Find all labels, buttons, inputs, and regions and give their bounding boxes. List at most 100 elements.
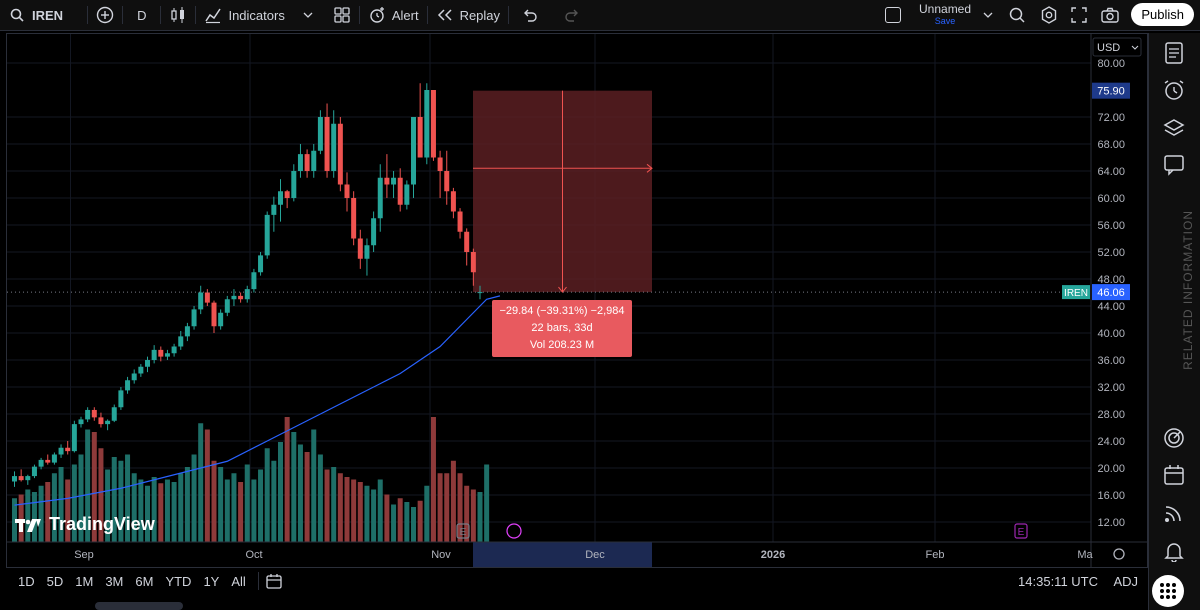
earnings-event-icon[interactable]: [1014, 523, 1028, 539]
symbol-search[interactable]: IREN: [0, 0, 71, 30]
candle-body[interactable]: [284, 191, 290, 198]
candle-body[interactable]: [424, 90, 430, 158]
alert-button[interactable]: Alert: [360, 0, 427, 30]
candle-body[interactable]: [211, 302, 217, 327]
candle-body[interactable]: [151, 349, 157, 360]
candle-body[interactable]: [337, 123, 343, 185]
snapshot-button[interactable]: [1093, 0, 1127, 30]
candle-body[interactable]: [470, 252, 476, 273]
candle-body[interactable]: [258, 255, 264, 273]
candle-body[interactable]: [238, 295, 244, 300]
broadcast-icon[interactable]: [1162, 501, 1186, 525]
range-button-1d[interactable]: 1D: [18, 573, 35, 589]
publish-button[interactable]: Publish: [1131, 3, 1194, 26]
candle-body[interactable]: [271, 204, 277, 215]
alarm-clock-icon[interactable]: [1162, 78, 1186, 102]
candle-body[interactable]: [105, 420, 111, 425]
candle-body[interactable]: [357, 238, 363, 259]
layouts-button[interactable]: [325, 0, 359, 30]
candle-body[interactable]: [377, 177, 383, 219]
candle-body[interactable]: [411, 117, 416, 185]
candle-body[interactable]: [317, 117, 323, 151]
candle-body[interactable]: [344, 184, 350, 199]
earnings-past-icon[interactable]: [456, 523, 470, 539]
candle-body[interactable]: [12, 476, 17, 482]
candle-body[interactable]: [224, 299, 230, 313]
candle-body[interactable]: [45, 459, 51, 463]
candle-body[interactable]: [25, 476, 31, 481]
candle-body[interactable]: [58, 447, 64, 455]
redo-button[interactable]: [551, 0, 593, 30]
chart-type-button[interactable]: [161, 0, 195, 30]
candle-body[interactable]: [131, 373, 137, 381]
candle-body[interactable]: [297, 154, 303, 171]
calendar-icon[interactable]: [1162, 463, 1186, 487]
range-button-1m[interactable]: 1M: [75, 573, 94, 589]
chart-pane[interactable]: E E 80.00 72.00 68.00 64.00 60.00 56.00 52.00 48.…: [6, 33, 1148, 568]
candle-body[interactable]: [331, 123, 337, 171]
candle-body[interactable]: [125, 380, 131, 391]
target-icon[interactable]: [1162, 426, 1186, 450]
candle-body[interactable]: [145, 360, 150, 367]
candle-body[interactable]: [450, 191, 456, 212]
undo-button[interactable]: [509, 0, 551, 30]
candle-body[interactable]: [244, 289, 250, 300]
candle-body[interactable]: [417, 117, 423, 158]
candle-body[interactable]: [231, 295, 237, 300]
settings-button[interactable]: [1032, 0, 1066, 30]
candle-body[interactable]: [397, 177, 403, 205]
candle-body[interactable]: [464, 231, 470, 252]
range-button-5d[interactable]: 5D: [46, 573, 64, 589]
candle-body[interactable]: [38, 459, 44, 467]
candle-body[interactable]: [191, 309, 197, 327]
chat-icon[interactable]: [1162, 153, 1186, 177]
candle-body[interactable]: [158, 349, 164, 357]
candle-body[interactable]: [18, 476, 24, 481]
candle-body[interactable]: [164, 353, 170, 357]
candle-body[interactable]: [324, 117, 330, 171]
candle-body[interactable]: [118, 390, 124, 408]
candle-body[interactable]: [391, 177, 397, 185]
flash-event-icon[interactable]: [506, 523, 522, 539]
candle-body[interactable]: [444, 171, 450, 192]
candle-body[interactable]: [311, 150, 317, 171]
candle-body[interactable]: [430, 90, 436, 158]
replay-button[interactable]: Replay: [428, 0, 508, 30]
candle-body[interactable]: [111, 407, 117, 421]
candle-body[interactable]: [184, 326, 190, 337]
candle-body[interactable]: [138, 366, 144, 374]
candle-body[interactable]: [251, 272, 257, 290]
candle-body[interactable]: [291, 171, 297, 198]
candle-body[interactable]: [404, 184, 410, 205]
candle-body[interactable]: [204, 292, 210, 303]
candle-body[interactable]: [78, 419, 84, 425]
chevron-down-icon[interactable]: [299, 6, 317, 24]
compare-button[interactable]: [88, 0, 122, 30]
candle-body[interactable]: [371, 218, 377, 246]
related-information-label[interactable]: RELATED INFORMATION: [1181, 210, 1195, 370]
candle-body[interactable]: [98, 417, 104, 425]
candle-body[interactable]: [91, 409, 97, 418]
interval-button[interactable]: D: [123, 0, 160, 30]
candle-body[interactable]: [171, 346, 177, 354]
layout-name-button[interactable]: Unnamed Save: [885, 0, 997, 30]
candle-body[interactable]: [304, 154, 310, 171]
candle-body[interactable]: [437, 157, 443, 172]
candle-body[interactable]: [457, 211, 463, 232]
candle-body[interactable]: [178, 336, 184, 347]
range-button-1y[interactable]: 1Y: [203, 573, 220, 589]
candle-body[interactable]: [65, 447, 71, 452]
chevron-down-icon[interactable]: [979, 6, 997, 24]
candle-body[interactable]: [198, 292, 204, 310]
candle-body[interactable]: [351, 198, 357, 239]
price-chart[interactable]: E E 80.00 72.00 68.00 64.00 60.00 56.00 52.00 48.…: [7, 34, 1147, 567]
range-button-3m[interactable]: 3M: [105, 573, 124, 589]
quick-search-button[interactable]: [1000, 0, 1034, 30]
scrollbar-thumb[interactable]: [95, 602, 183, 610]
candle-body[interactable]: [364, 245, 370, 259]
adj-toggle[interactable]: ADJ: [1113, 574, 1138, 589]
layers-icon[interactable]: [1162, 116, 1186, 140]
candle-body[interactable]: [384, 177, 390, 185]
indicators-button[interactable]: Indicators: [196, 0, 324, 30]
candle-body[interactable]: [264, 214, 270, 256]
